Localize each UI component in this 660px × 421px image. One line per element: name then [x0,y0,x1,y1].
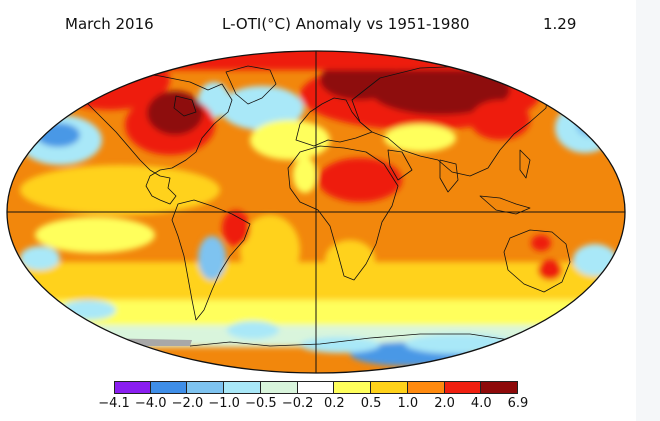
legend-swatch-3 [187,381,225,394]
map-date: March 2016 [65,15,154,33]
africa-coast [287,145,399,281]
north-america-coast [77,71,233,205]
europe-coast [295,97,373,147]
n-atlantic-blue [220,86,304,130]
global-mean-anomaly: 1.29 [543,15,577,33]
legend-swatch-8 [371,381,408,394]
anomaly-field [7,51,625,373]
pacific-yellow-patch [20,165,220,215]
pacific-pale-patch [35,217,155,253]
brazil-red [222,210,250,246]
legend-label-5: −0.5 [245,396,277,411]
s-atlantic-yellow [240,215,300,285]
color-legend-labels: −4.1 −4.0 −2.0 −1.0 −0.5 −0.2 0.2 0.5 1.0 2.0 4.0 6… [0,396,660,414]
legend-swatch-11 [481,381,518,394]
greenland-coast [225,65,277,105]
legend-label-8: 0.5 [360,396,382,411]
w-africa-yellow [293,157,317,193]
legend-label-11: 4.0 [470,396,492,411]
arabia-coast [387,149,413,181]
antarctica-pale-blue [227,321,279,339]
east-asia-red [470,100,530,140]
legend-label-9: 1.0 [397,396,419,411]
color-legend-bar [114,381,518,394]
legend-label-2: −4.0 [134,396,167,411]
legend-swatch-7 [334,381,372,394]
antarctica-light-blue [405,334,515,354]
n-australia-red [531,235,551,251]
india-coast [439,159,459,193]
japan-coast [519,149,531,179]
legend-swatch-6 [297,381,335,394]
se-pacific-patch [105,269,195,297]
legend-swatch-5 [260,381,298,394]
legend-label-12: 6.9 [507,396,529,411]
s-pacific-blue-2 [60,300,116,320]
siberia-dark-red [370,65,510,115]
middle-east-yellow [384,124,456,152]
right-edge-strip [636,0,660,421]
south-america-coast [171,199,251,321]
legend-label-1: −4.1 [98,396,130,411]
legend-label-10: 2.0 [434,396,455,411]
n-pacific-blue [36,123,80,147]
antarctica-light-blue-2 [300,337,380,353]
map-title: L-OTI(°C) Anomaly vs 1951-1980 [222,15,470,33]
legend-swatch-9 [407,381,445,394]
se-australia-red [538,260,562,280]
legend-label-6: −0.2 [281,396,314,411]
south-america-blue [198,236,226,280]
legend-label-4: −1.0 [208,396,240,411]
legend-swatch-10 [444,381,482,394]
s-pacific-blue-1 [20,246,60,270]
s-africa-yellow [325,240,375,280]
legend-label-7: 0.2 [324,396,345,411]
nw-pacific-light-blue [555,103,615,153]
globe-outline [6,50,626,374]
legend-label-3: −2.0 [171,396,204,411]
legend-swatch-2 [150,381,188,394]
indonesia-coast [479,195,531,215]
map-header: March 2016 L-OTI(°C) Anomaly vs 1951-198… [0,15,660,37]
australia-coast [503,229,571,293]
legend-swatch-4 [224,381,261,394]
nw-pacific-blue [576,113,604,137]
canada-dark-red [147,91,203,135]
hudson-bay-coast [173,95,197,117]
n-atlantic-pale [250,120,330,160]
arctic-band [7,51,625,70]
legend-swatch-1 [114,381,151,394]
sahara-red [318,158,402,202]
